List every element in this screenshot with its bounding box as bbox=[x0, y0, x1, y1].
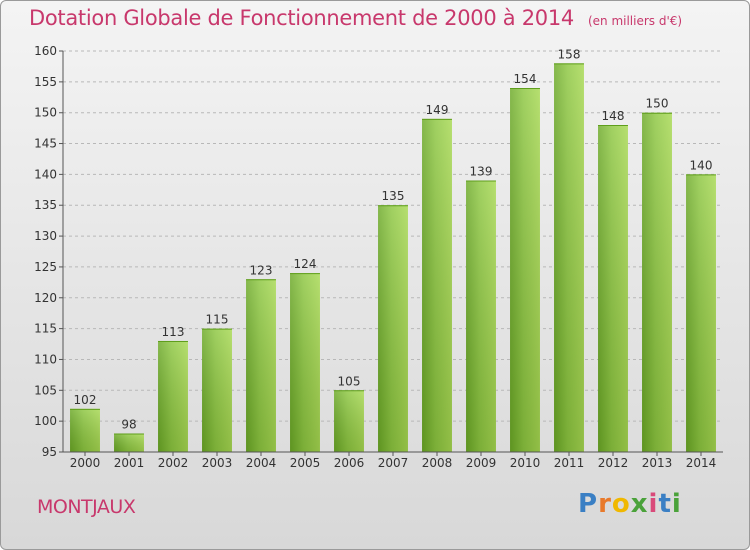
y-tick-label: 135 bbox=[34, 198, 57, 212]
data-label: 150 bbox=[646, 97, 669, 111]
commune-name: MONTJAUX bbox=[37, 496, 136, 518]
data-label: 158 bbox=[558, 47, 581, 61]
data-label: 124 bbox=[294, 257, 317, 271]
data-label: 98 bbox=[121, 417, 136, 431]
y-tick-label: 125 bbox=[34, 260, 57, 274]
axes: 95 100 105 110 115 120 125 130 135 140 145 150 155 16… bbox=[34, 44, 723, 470]
proxiti-logo: Proxiti bbox=[578, 489, 682, 519]
x-tick-label: 2001 bbox=[114, 456, 145, 470]
x-tick-label: 2003 bbox=[202, 456, 233, 470]
y-tick-label: 95 bbox=[42, 445, 57, 459]
y-tick-label: 100 bbox=[34, 414, 57, 428]
y-tick-label: 105 bbox=[34, 383, 57, 397]
data-label: 154 bbox=[514, 72, 537, 86]
logo-letter: P bbox=[578, 489, 599, 519]
bar-shade bbox=[290, 273, 320, 452]
x-tick-label: 2009 bbox=[466, 456, 497, 470]
x-tick-label: 2014 bbox=[686, 456, 717, 470]
bar-shade bbox=[598, 125, 628, 453]
bar-shade bbox=[378, 205, 408, 452]
y-tick-label: 150 bbox=[34, 106, 57, 120]
data-label: 148 bbox=[602, 109, 625, 123]
data-label: 102 bbox=[74, 393, 97, 407]
title-main: Dotation Globale de Fonctionnement de 20… bbox=[29, 6, 574, 30]
bar-shade bbox=[202, 328, 232, 452]
logo-letter: t bbox=[658, 489, 672, 519]
y-tick-label: 110 bbox=[34, 352, 57, 366]
logo-letter: o bbox=[611, 489, 631, 519]
bar-shade bbox=[642, 112, 672, 452]
y-tick-label: 155 bbox=[34, 75, 57, 89]
x-tick-label: 2005 bbox=[290, 456, 321, 470]
x-tick-label: 2000 bbox=[70, 456, 101, 470]
logo-letter: i bbox=[648, 489, 659, 519]
y-tick-label: 120 bbox=[34, 291, 57, 305]
x-tick-label: 2007 bbox=[378, 456, 409, 470]
data-label: 115 bbox=[206, 313, 229, 327]
y-tick-label: 115 bbox=[34, 322, 57, 336]
x-tick-label: 2013 bbox=[642, 456, 673, 470]
bar-shade bbox=[554, 63, 584, 452]
bar-shade bbox=[158, 340, 188, 452]
x-tick-label: 2011 bbox=[554, 456, 585, 470]
data-label: 123 bbox=[250, 263, 273, 277]
data-label: 140 bbox=[690, 158, 713, 172]
bar-shade bbox=[70, 408, 100, 452]
y-tick-label: 145 bbox=[34, 137, 57, 151]
x-tick-label: 2004 bbox=[246, 456, 277, 470]
bar-shade bbox=[466, 180, 496, 453]
logo-letter: r bbox=[598, 489, 612, 519]
title-unit: (en milliers d'€) bbox=[587, 14, 683, 28]
bar-shade bbox=[334, 390, 364, 452]
logo-letter: x bbox=[630, 489, 649, 519]
data-label: 149 bbox=[426, 103, 449, 117]
y-tick-label: 160 bbox=[34, 44, 57, 58]
x-tick-label: 2006 bbox=[334, 456, 365, 470]
x-tick-label: 2010 bbox=[510, 456, 541, 470]
data-label: 139 bbox=[470, 165, 493, 179]
x-tick-label: 2008 bbox=[422, 456, 453, 470]
chart-title: Dotation Globale de Fonctionnement de 20… bbox=[29, 6, 682, 30]
logo-letter: i bbox=[671, 489, 682, 519]
bars: 102 98 113 115 123 124 105 135 149 139 154 158 148 15… bbox=[70, 47, 716, 453]
x-tick-label: 2002 bbox=[158, 456, 189, 470]
y-tick-label: 140 bbox=[34, 167, 57, 181]
bar-shade bbox=[422, 118, 452, 452]
data-label: 135 bbox=[382, 189, 405, 203]
bar-shade bbox=[686, 174, 716, 452]
bar-shade bbox=[510, 88, 540, 452]
bar-shade bbox=[246, 279, 276, 452]
x-tick-label: 2012 bbox=[598, 456, 629, 470]
data-label: 105 bbox=[338, 374, 361, 388]
bar-shade bbox=[114, 433, 144, 452]
data-label: 113 bbox=[162, 325, 185, 339]
y-tick-label: 130 bbox=[34, 229, 57, 243]
